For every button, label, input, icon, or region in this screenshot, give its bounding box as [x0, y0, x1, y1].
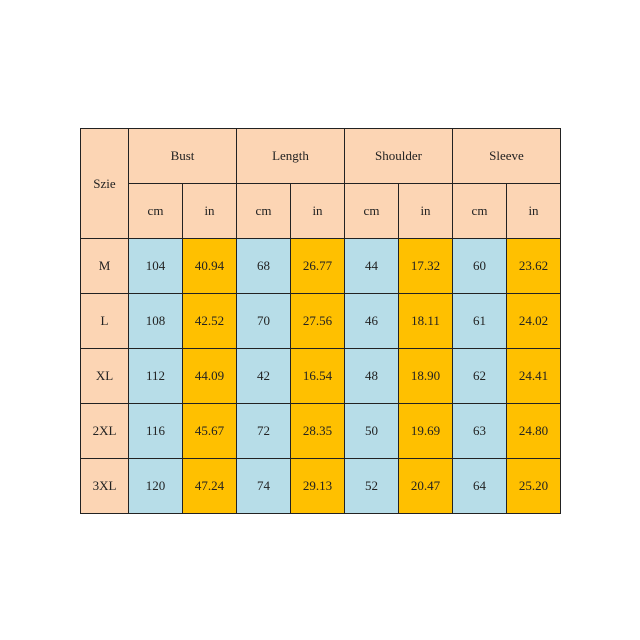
- inch-value-cell: 26.77: [290, 238, 345, 294]
- inch-value-cell: 18.11: [398, 293, 453, 349]
- inch-value-cell: 24.41: [506, 348, 561, 404]
- size-cell: L: [80, 293, 129, 349]
- cm-value-cell: 108: [128, 293, 183, 349]
- inch-value-cell: 17.32: [398, 238, 453, 294]
- unit-header: in: [290, 183, 345, 239]
- inch-value-cell: 16.54: [290, 348, 345, 404]
- inch-value-cell: 23.62: [506, 238, 561, 294]
- cm-value-cell: 70: [236, 293, 291, 349]
- cm-value-cell: 48: [344, 348, 399, 404]
- inch-value-cell: 44.09: [182, 348, 237, 404]
- table-row: 3XL 120 47.24 74 29.13 52 20.47 64 25.20: [80, 458, 561, 514]
- cm-value-cell: 46: [344, 293, 399, 349]
- inch-value-cell: 28.35: [290, 403, 345, 459]
- measure-header: Shoulder: [344, 128, 453, 184]
- size-cell: 2XL: [80, 403, 129, 459]
- size-cell: XL: [80, 348, 129, 404]
- cm-value-cell: 112: [128, 348, 183, 404]
- inch-value-cell: 24.02: [506, 293, 561, 349]
- size-cell: 3XL: [80, 458, 129, 514]
- inch-value-cell: 25.20: [506, 458, 561, 514]
- cm-value-cell: 64: [452, 458, 507, 514]
- unit-header: cm: [344, 183, 399, 239]
- measure-header: Bust: [128, 128, 237, 184]
- cm-value-cell: 104: [128, 238, 183, 294]
- cm-value-cell: 68: [236, 238, 291, 294]
- cm-value-cell: 50: [344, 403, 399, 459]
- cm-value-cell: 60: [452, 238, 507, 294]
- unit-header: cm: [128, 183, 183, 239]
- unit-header: cm: [452, 183, 507, 239]
- table-row: M 104 40.94 68 26.77 44 17.32 60 23.62: [80, 238, 561, 294]
- cm-value-cell: 42: [236, 348, 291, 404]
- unit-header: cm: [236, 183, 291, 239]
- size-chart-table: Szie Bust Length Shoulder Sleeve cm in cm in cm…: [80, 128, 561, 514]
- unit-header: in: [506, 183, 561, 239]
- table-row: L 108 42.52 70 27.56 46 18.11 61 24.02: [80, 293, 561, 349]
- measure-header: Sleeve: [452, 128, 561, 184]
- size-header: Szie: [80, 128, 129, 239]
- cm-value-cell: 52: [344, 458, 399, 514]
- inch-value-cell: 40.94: [182, 238, 237, 294]
- cm-value-cell: 44: [344, 238, 399, 294]
- cm-value-cell: 116: [128, 403, 183, 459]
- cm-value-cell: 120: [128, 458, 183, 514]
- unit-header: in: [398, 183, 453, 239]
- header-row-units: cm in cm in cm in cm in: [81, 183, 561, 239]
- cm-value-cell: 74: [236, 458, 291, 514]
- cm-value-cell: 72: [236, 403, 291, 459]
- inch-value-cell: 24.80: [506, 403, 561, 459]
- size-cell: M: [80, 238, 129, 294]
- measure-header: Length: [236, 128, 345, 184]
- header-row-measures: Szie Bust Length Shoulder Sleeve: [80, 128, 561, 239]
- inch-value-cell: 19.69: [398, 403, 453, 459]
- cm-value-cell: 62: [452, 348, 507, 404]
- table-row: 2XL 116 45.67 72 28.35 50 19.69 63 24.80: [80, 403, 561, 459]
- inch-value-cell: 27.56: [290, 293, 345, 349]
- unit-header: in: [182, 183, 237, 239]
- inch-value-cell: 20.47: [398, 458, 453, 514]
- cm-value-cell: 61: [452, 293, 507, 349]
- inch-value-cell: 47.24: [182, 458, 237, 514]
- inch-value-cell: 29.13: [290, 458, 345, 514]
- inch-value-cell: 18.90: [398, 348, 453, 404]
- table-row: XL 112 44.09 42 16.54 48 18.90 62 24.41: [80, 348, 561, 404]
- inch-value-cell: 42.52: [182, 293, 237, 349]
- cm-value-cell: 63: [452, 403, 507, 459]
- inch-value-cell: 45.67: [182, 403, 237, 459]
